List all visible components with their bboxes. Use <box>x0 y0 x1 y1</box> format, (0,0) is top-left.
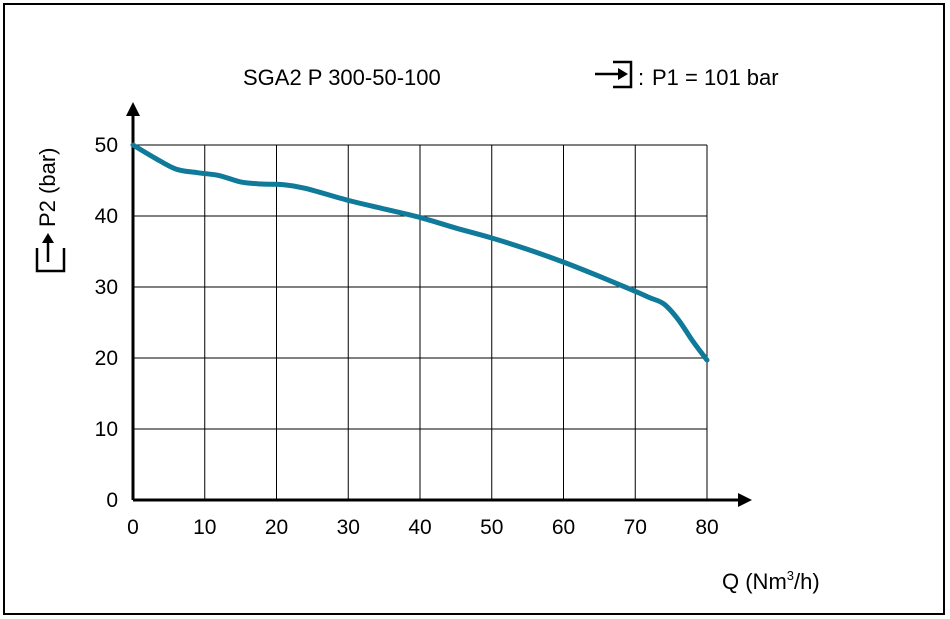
x-tick-label-10: 10 <box>193 516 216 539</box>
x-axis-label: Q (Nm3/h) <box>722 568 820 594</box>
y-tick-label-0: 0 <box>106 489 118 512</box>
x-axis-arrow-icon <box>738 493 752 507</box>
x-tick-label-30: 30 <box>337 516 360 539</box>
y-tick-label-10: 10 <box>95 418 118 441</box>
axes <box>126 102 752 507</box>
inlet-separator: : <box>638 65 644 90</box>
y-axis-arrow-icon <box>126 102 140 116</box>
outlet-arrow-icon <box>35 233 66 273</box>
y-tick-label-20: 20 <box>95 347 118 370</box>
y-tick-label-40: 40 <box>95 205 118 228</box>
x-tick-label-70: 70 <box>624 516 647 539</box>
y-axis-label: P2 (bar) <box>35 148 60 227</box>
x-axis-label-sup: 3 <box>787 568 794 583</box>
x-tick-label-80: 80 <box>695 516 718 539</box>
series-group <box>130 142 710 363</box>
x-tick-label-40: 40 <box>408 516 431 539</box>
x-tick-label-50: 50 <box>480 516 503 539</box>
x-axis-label-tail: /h) <box>794 569 820 594</box>
chart-frame <box>3 3 945 615</box>
y-tick-label-30: 30 <box>95 276 118 299</box>
y-tick-label-50: 50 <box>95 134 118 157</box>
grid-lines <box>133 144 708 500</box>
chart-title: SGA2 P 300-50-100 <box>243 65 441 90</box>
inlet-arrow-icon <box>595 60 633 89</box>
x-tick-label-60: 60 <box>552 516 575 539</box>
tick-labels: 0 10 20 30 40 50 60 70 80 0 10 20 30 40 50 <box>95 134 719 539</box>
x-axis-label-main: Q (Nm <box>722 569 787 594</box>
x-tick-label-0: 0 <box>127 516 139 539</box>
x-tick-label-20: 20 <box>265 516 288 539</box>
series-line-0 <box>130 142 710 363</box>
inlet-pressure-label: P1 = 101 bar <box>652 65 779 90</box>
